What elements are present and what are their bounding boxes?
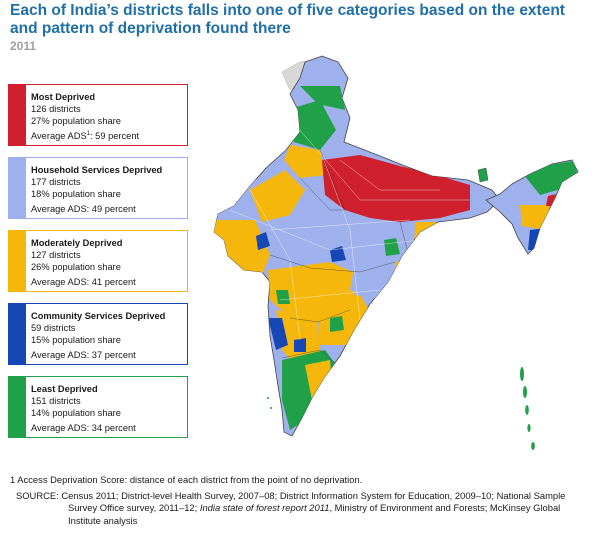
legend-population: 18% population share	[31, 189, 121, 200]
footer: 1 Access Deprivation Score: distance of …	[8, 474, 593, 527]
lakshadweep	[267, 397, 272, 409]
legend-swatch	[9, 85, 26, 145]
legend-ads: Average ADS1: 59 percent	[31, 130, 140, 141]
region-community-1	[256, 232, 270, 250]
legend-ads: Average ADS: 49 percent	[31, 203, 136, 214]
legend-text: Least Deprived 151 districts 14% populatio…	[31, 383, 136, 434]
year-subtitle: 2011	[10, 39, 37, 53]
region-coast-community	[268, 318, 288, 350]
legend-ads: Average ADS: 34 percent	[31, 422, 136, 433]
region-least-2	[276, 290, 290, 304]
legend-population: 26% population share	[31, 262, 121, 273]
region-east-central	[350, 228, 420, 300]
legend-category: Least Deprived	[31, 384, 98, 394]
region-punjab	[286, 100, 336, 150]
source-suffix: , Ministry of Environment and Forests; M…	[68, 502, 561, 526]
legend-item: Household Services Deprived 177 districts…	[8, 157, 188, 219]
region-least-3	[330, 316, 344, 332]
legend-item: Community Services Deprived 59 districts 1…	[8, 303, 188, 365]
legend-item: Most Deprived 126 districts 27% population…	[8, 84, 188, 146]
legend-population: 14% population share	[31, 408, 121, 419]
legend-category: Most Deprived	[31, 92, 96, 102]
legend-swatch	[9, 304, 26, 364]
legend-text: Household Services Deprived 177 districts…	[31, 164, 162, 215]
legend-item: Least Deprived 151 districts 14% populatio…	[8, 376, 188, 438]
region-moderate-east	[414, 222, 436, 254]
legend-districts: 127 districts	[31, 250, 81, 261]
legend-districts: 151 districts	[31, 396, 81, 407]
legend-swatch	[9, 231, 26, 291]
legend-population: 15% population share	[31, 335, 121, 346]
source-prefix: SOURCE: Census 2011; District-level Heal…	[16, 490, 566, 514]
ne-most	[546, 194, 556, 206]
source-note: SOURCE: Census 2011; District-level Heal…	[8, 490, 593, 527]
andaman-islands	[520, 367, 535, 450]
source-italic: India state of forest report 2011	[199, 502, 330, 514]
footnote: 1 Access Deprivation Score: distance of …	[10, 474, 363, 485]
page-title: Each of India’s districts falls into one…	[10, 2, 565, 37]
legend-text: Community Services Deprived 59 districts 1…	[31, 310, 165, 361]
legend-category: Household Services Deprived	[31, 165, 163, 175]
legend-population: 27% population share	[31, 116, 121, 127]
legend-item: Moderately Deprived 127 districts 26% popu…	[8, 230, 188, 292]
legend-districts: 177 districts	[31, 177, 81, 188]
region-gujarat	[214, 220, 270, 275]
legend-ads: Average ADS: 41 percent	[31, 276, 136, 287]
region-moderate-rajasthan	[250, 170, 305, 222]
region-haryana	[284, 145, 326, 178]
legend-text: Moderately Deprived 127 districts 26% popu…	[31, 237, 136, 288]
legend-swatch	[9, 377, 26, 437]
legend-districts: 126 districts	[31, 104, 81, 115]
legend-swatch	[9, 158, 26, 218]
legend-districts: 59 districts	[31, 323, 76, 334]
sikkim	[477, 167, 489, 183]
legend-text: Most Deprived 126 districts 27% population…	[31, 91, 139, 142]
region-community-2	[330, 246, 346, 262]
legend-category: Moderately Deprived	[31, 238, 123, 248]
region-community-3	[294, 338, 306, 352]
region-most-deprived	[322, 155, 470, 222]
region-hp	[300, 86, 345, 110]
legend-ads: Average ADS: 37 percent	[31, 349, 136, 360]
legend-category: Community Services Deprived	[31, 311, 166, 321]
